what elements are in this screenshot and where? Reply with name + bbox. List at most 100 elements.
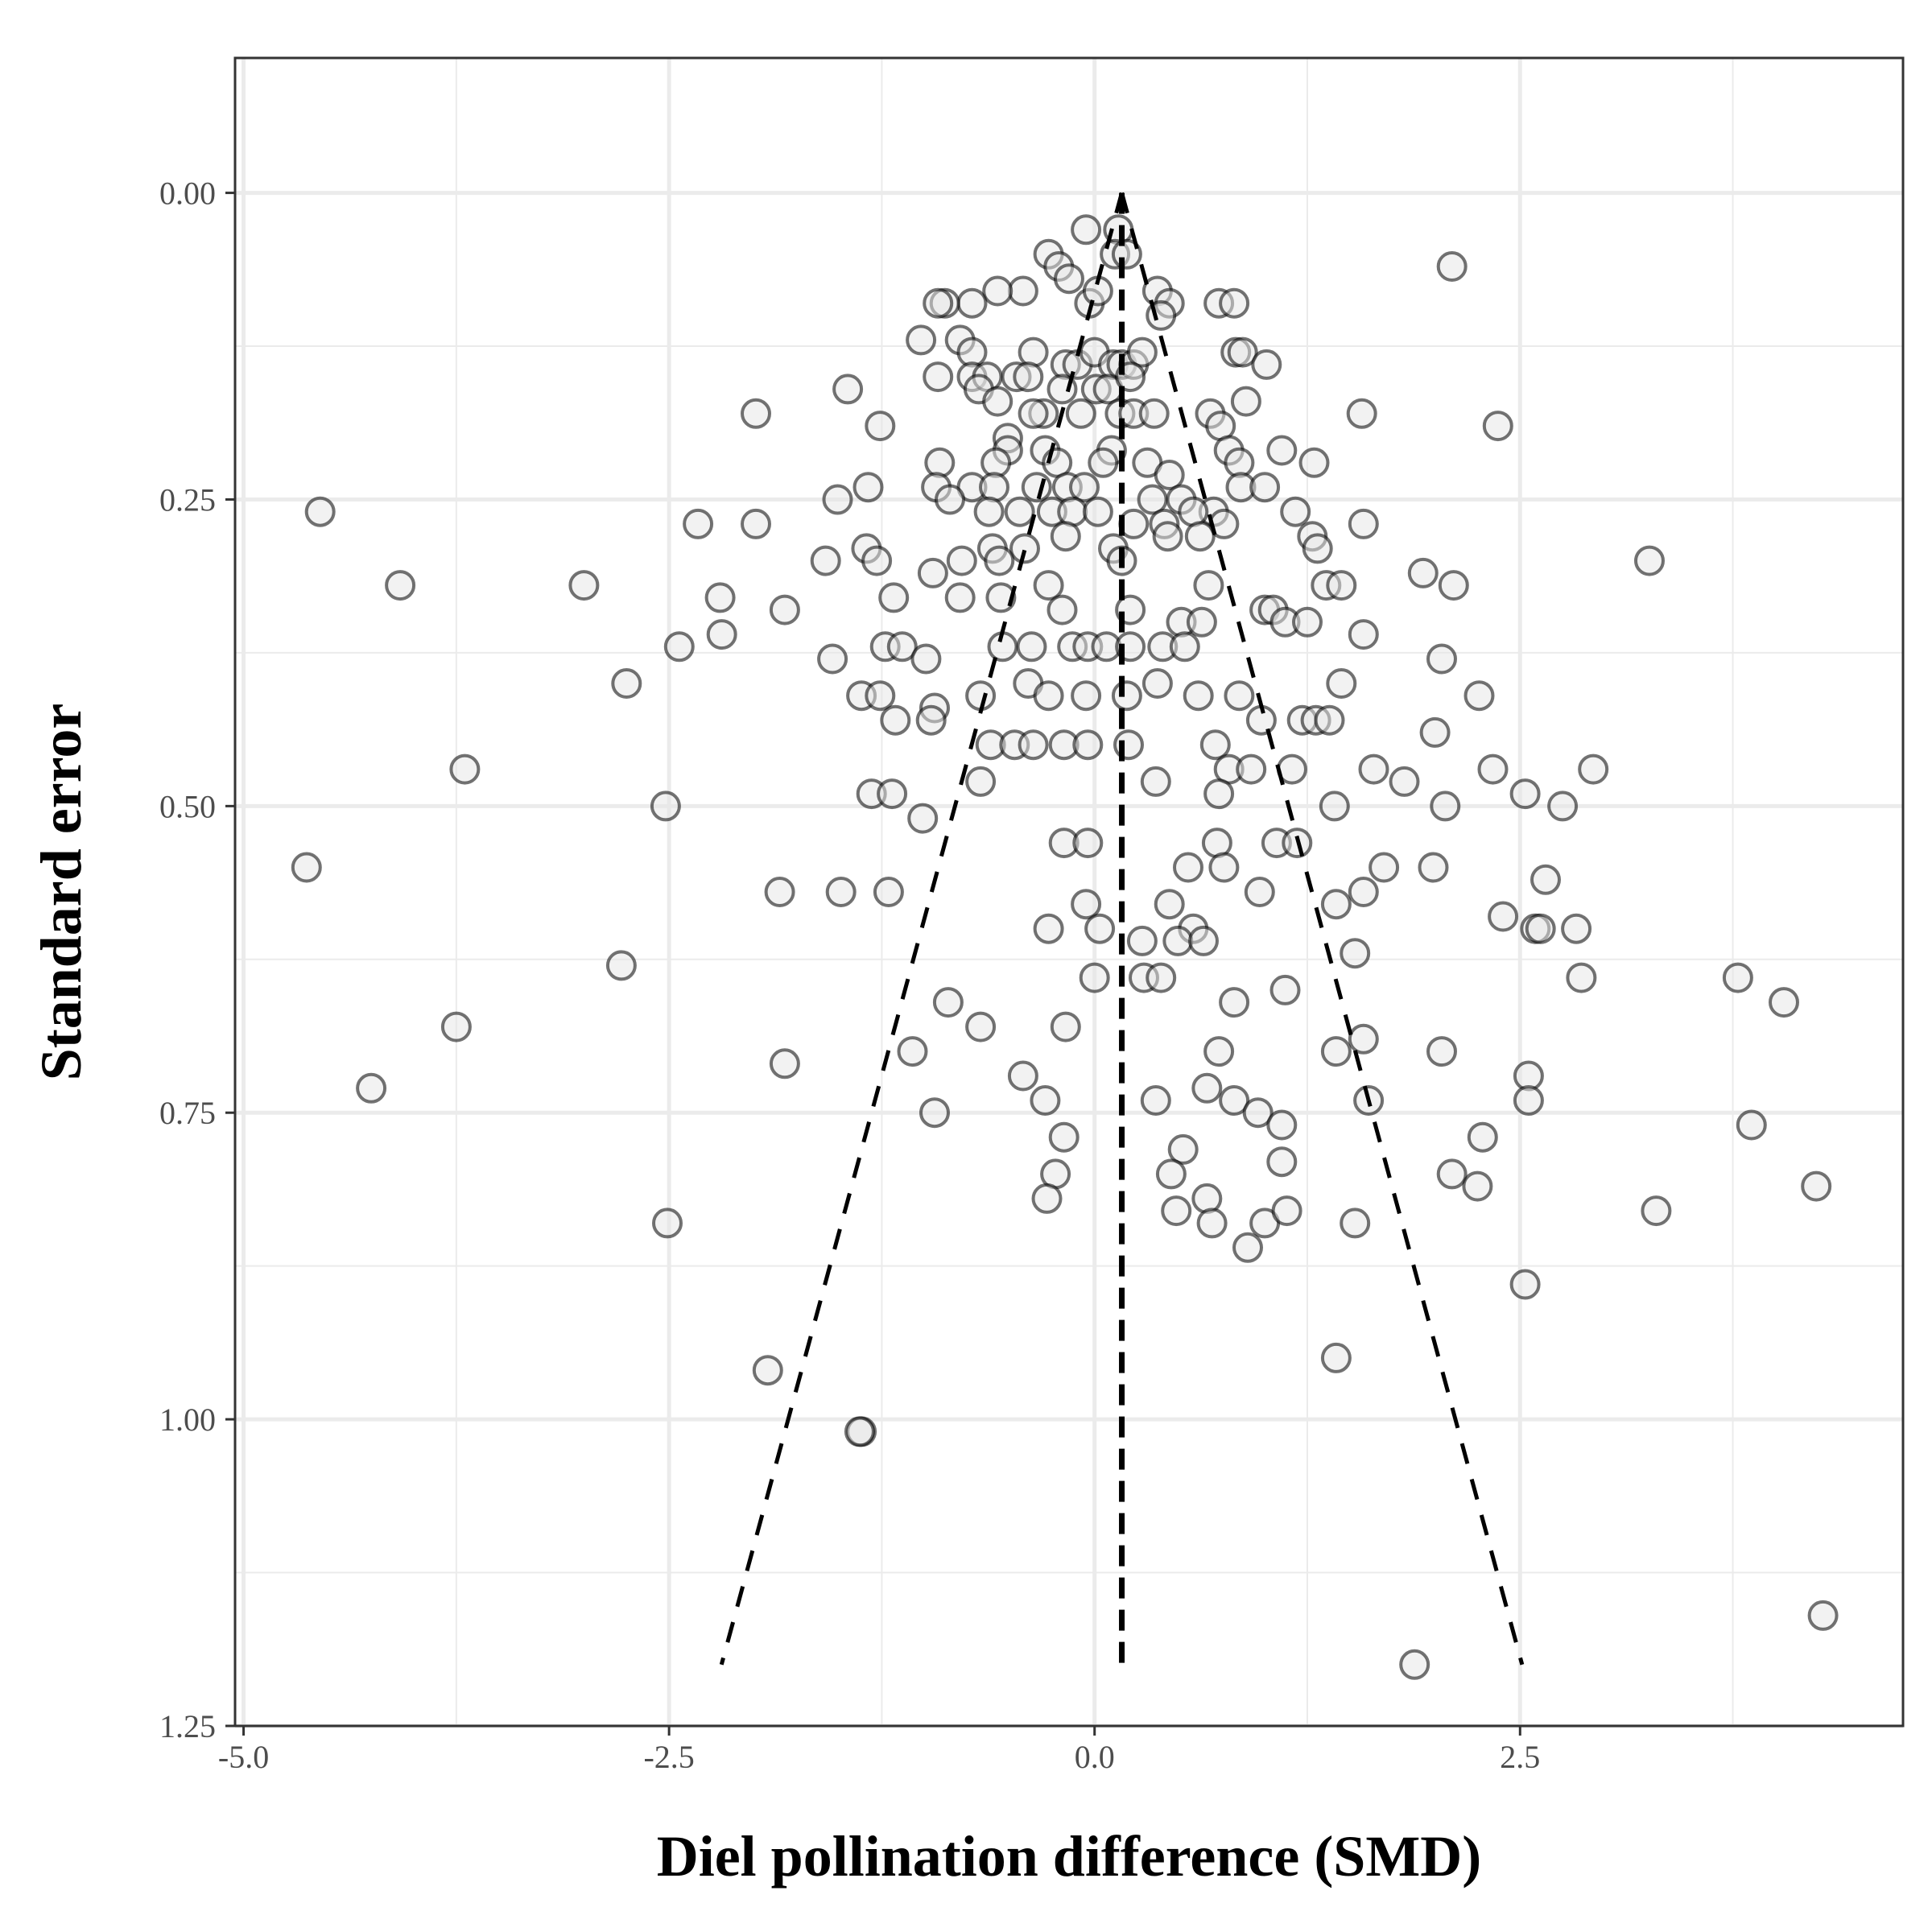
data-point [844, 1416, 875, 1447]
data-point [886, 631, 918, 663]
data-point [1462, 1170, 1493, 1202]
data-point [1167, 1133, 1199, 1165]
data-point [956, 287, 988, 319]
data-point [1271, 1195, 1302, 1227]
data-point [1191, 1072, 1223, 1104]
data-point [877, 778, 908, 810]
data-point [1482, 411, 1513, 442]
data-point [852, 472, 884, 503]
data-point [1436, 251, 1468, 282]
data-point [1183, 680, 1214, 712]
data-point [1801, 1170, 1832, 1202]
data-point [1326, 668, 1357, 699]
data-point [1525, 913, 1556, 944]
data-point [1426, 1036, 1457, 1067]
data-point [1141, 668, 1173, 699]
data-point [1348, 1023, 1379, 1055]
funnel-right-limit [1120, 192, 1525, 1666]
data-point [1242, 1097, 1274, 1129]
data-point [385, 570, 416, 601]
data-point [946, 545, 977, 576]
data-point [1154, 460, 1185, 490]
data-point [1224, 680, 1255, 712]
data-point [917, 557, 948, 588]
data-point [907, 803, 939, 834]
data-point [1348, 877, 1379, 907]
data-point [897, 1036, 928, 1067]
data-point [825, 877, 857, 907]
x-tick-label: -2.5 [643, 1739, 694, 1775]
data-point [1438, 570, 1469, 601]
data-point [1219, 987, 1250, 1018]
data-point [910, 643, 942, 675]
data-point [1071, 889, 1102, 920]
data-point [1203, 1036, 1235, 1067]
data-point [1292, 606, 1323, 638]
data-point [1320, 889, 1352, 920]
data-point [1193, 570, 1224, 601]
data-point [1088, 447, 1119, 478]
data-point [1368, 852, 1400, 883]
data-point [663, 631, 695, 663]
data-point [1509, 778, 1541, 810]
data-point [1191, 1183, 1223, 1214]
y-tick-label: 0.00 [159, 175, 216, 212]
y-tick-label: 0.50 [159, 788, 216, 824]
data-point [982, 275, 1013, 307]
data-point [706, 619, 737, 650]
data-point [1071, 680, 1102, 712]
data-point [1561, 913, 1592, 944]
data-point [1219, 287, 1250, 319]
data-point [1477, 753, 1509, 785]
data-point [1030, 1085, 1061, 1116]
data-point [1249, 472, 1281, 503]
data-point [880, 704, 911, 736]
data-point [1314, 704, 1345, 736]
data-point [1013, 361, 1044, 393]
data-point [1266, 1109, 1298, 1141]
data-point [1162, 925, 1194, 956]
data-point [683, 508, 714, 539]
data-point [1418, 852, 1449, 883]
data-point [1126, 925, 1158, 956]
data-point [1219, 1085, 1250, 1116]
data-point [906, 324, 937, 356]
data-point [1071, 214, 1102, 246]
data-point [832, 374, 864, 405]
data-point [878, 582, 910, 613]
data-point [291, 852, 322, 883]
data-point [1319, 791, 1350, 822]
data-point [1146, 962, 1177, 993]
data-point [1463, 680, 1495, 712]
data-point [1244, 877, 1275, 907]
data-point [1426, 643, 1457, 675]
data-point [1033, 913, 1064, 944]
data-point [449, 753, 481, 785]
data-point [1769, 987, 1799, 1018]
data-point [1186, 606, 1217, 638]
data-point [1326, 570, 1357, 601]
data-point [1082, 496, 1113, 527]
data-point [944, 582, 976, 613]
funnel-lines [719, 192, 1525, 1666]
data-point [1004, 496, 1035, 527]
data-point [965, 1011, 997, 1042]
data-point [1048, 1121, 1080, 1153]
data-point [1065, 398, 1096, 429]
data-point [704, 582, 736, 613]
data-point [1196, 1208, 1228, 1239]
data-point [440, 1011, 472, 1042]
data-point [1634, 545, 1665, 576]
data-point [1509, 1269, 1541, 1300]
data-point [1722, 962, 1753, 993]
data-point [1018, 398, 1049, 429]
x-tick-label: 0.0 [1075, 1739, 1115, 1775]
x-axis-title: Diel pollination difference (SMD) [657, 1824, 1482, 1889]
data-point [1072, 828, 1104, 859]
data-point [932, 987, 964, 1018]
data-point [1566, 962, 1597, 993]
data-point [865, 680, 896, 712]
data-point [919, 1097, 950, 1129]
plot-panel-border [233, 56, 1905, 1728]
x-tick-label: 2.5 [1500, 1739, 1540, 1775]
